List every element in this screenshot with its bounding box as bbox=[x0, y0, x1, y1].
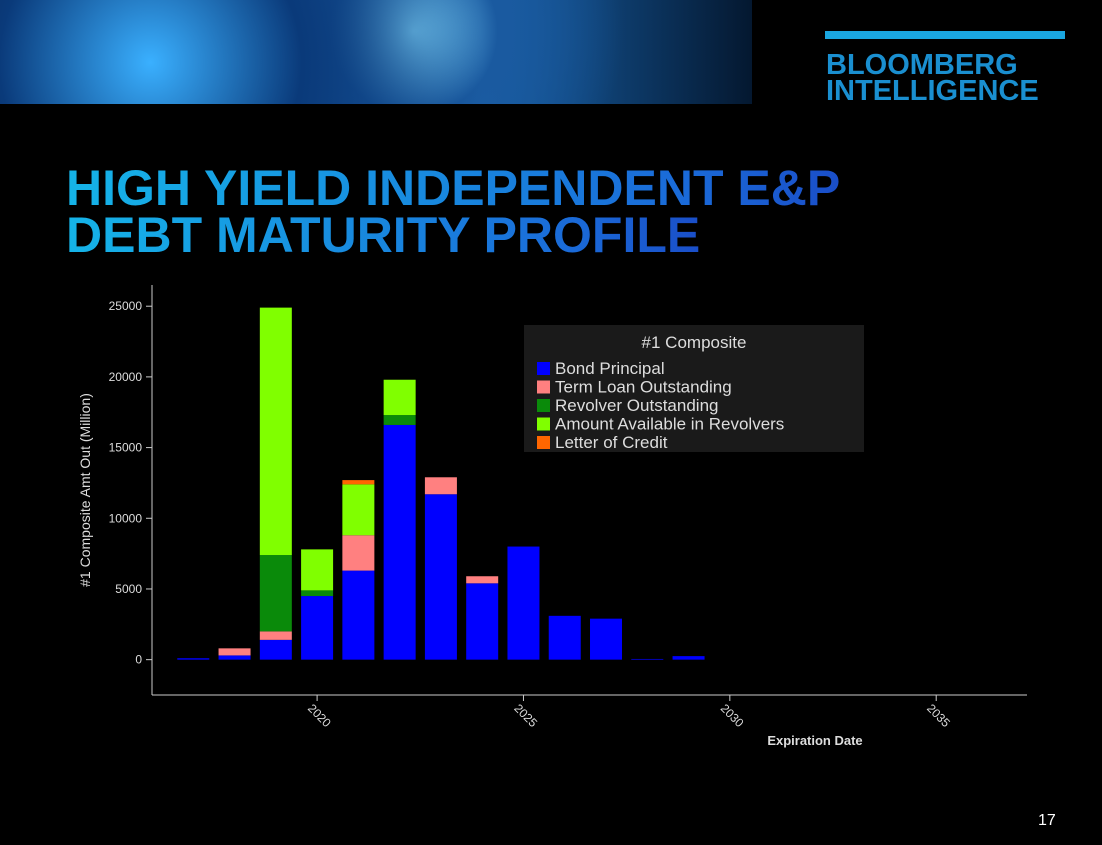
y-tick-label: 10000 bbox=[109, 511, 143, 525]
legend-swatch bbox=[537, 399, 550, 412]
legend-label: Term Loan Outstanding bbox=[555, 378, 732, 397]
bar-segment bbox=[259, 631, 292, 640]
legend-label: Letter of Credit bbox=[555, 433, 668, 452]
bar-segment bbox=[507, 546, 540, 660]
legend-title: #1 Composite bbox=[642, 333, 747, 352]
bar-segment bbox=[218, 655, 251, 660]
logo-text: INTELLIGENCE bbox=[826, 75, 1039, 107]
bar-segment bbox=[424, 494, 457, 660]
x-axis-label: Expiration Date bbox=[767, 733, 862, 748]
legend-swatch bbox=[537, 380, 550, 394]
bar-segment bbox=[342, 570, 375, 660]
y-tick-label: 25000 bbox=[109, 299, 143, 313]
legend-swatch bbox=[537, 417, 550, 431]
bar-segment bbox=[259, 307, 292, 556]
banner-image bbox=[0, 0, 752, 104]
y-tick-label: 20000 bbox=[109, 370, 143, 384]
bar-segment bbox=[466, 583, 499, 660]
slide-title: DEBT MATURITY PROFILE bbox=[66, 207, 701, 263]
page-number: 17 bbox=[1038, 812, 1056, 829]
bar-segment bbox=[342, 484, 375, 536]
x-tick-label: 2020 bbox=[305, 701, 334, 730]
legend-swatch bbox=[537, 362, 550, 375]
bar-segment bbox=[301, 596, 334, 660]
x-tick-label: 2025 bbox=[511, 701, 540, 730]
y-tick-label: 0 bbox=[135, 653, 142, 667]
bar-segment bbox=[631, 658, 664, 660]
legend-box bbox=[524, 325, 864, 452]
legend-label: Revolver Outstanding bbox=[555, 396, 718, 415]
legend-label: Bond Principal bbox=[555, 359, 665, 378]
bar-segment bbox=[590, 618, 623, 660]
logo-bar bbox=[825, 31, 1065, 39]
bar-segment bbox=[383, 415, 416, 425]
x-tick-label: 2030 bbox=[718, 701, 747, 730]
bar-segment bbox=[342, 535, 375, 571]
logo-text: BLOOMBERG bbox=[826, 49, 1018, 81]
bar-segment bbox=[383, 424, 416, 660]
legend-label: Amount Available in Revolvers bbox=[555, 415, 784, 434]
bar-segment bbox=[342, 480, 375, 485]
slide-title: HIGH YIELD INDEPENDENT E&P bbox=[66, 160, 841, 216]
bar-segment bbox=[301, 590, 334, 597]
bar-segment bbox=[301, 549, 334, 591]
bar-segment bbox=[259, 555, 292, 632]
bar-segment bbox=[383, 379, 416, 416]
bar-segment bbox=[424, 477, 457, 495]
y-tick-label: 15000 bbox=[109, 441, 143, 455]
y-tick-label: 5000 bbox=[115, 582, 142, 596]
bar-segment bbox=[218, 648, 251, 656]
bar-segment bbox=[259, 639, 292, 660]
bar-segment bbox=[177, 658, 210, 660]
y-axis-label: #1 Composite Amt Out (Million) bbox=[77, 393, 93, 587]
bar-segment bbox=[672, 656, 705, 660]
legend-swatch bbox=[537, 436, 550, 449]
bar-segment bbox=[466, 576, 499, 584]
bar-segment bbox=[548, 615, 581, 660]
x-tick-label: 2035 bbox=[924, 701, 953, 730]
